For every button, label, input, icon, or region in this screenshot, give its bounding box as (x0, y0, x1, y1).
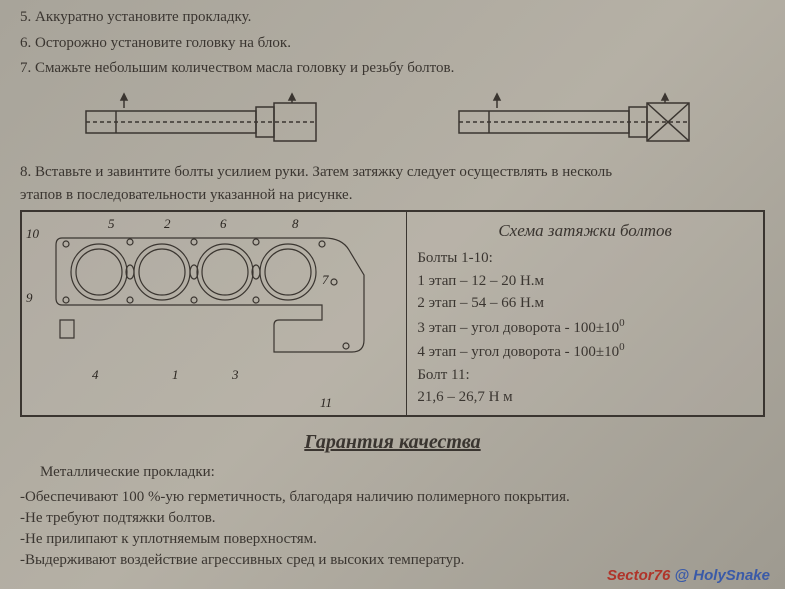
label-4: 4 (92, 367, 99, 383)
watermark: Sector76 @ HolySnake (607, 567, 770, 584)
label-11: 11 (320, 395, 332, 411)
bullet-3: -Не прилипают к уплотняемым поверхностям… (20, 529, 765, 550)
label-5: 5 (108, 216, 115, 232)
warranty-subtitle: Металлические прокладки: (40, 462, 765, 483)
label-8: 8 (292, 216, 299, 232)
bullet-1: -Обеспечивают 100 %-ую герметичность, бл… (20, 487, 765, 508)
step-7: 7. Смажьте небольшим количеством масла г… (20, 59, 765, 79)
torque-line-2: 1 этап – 12 – 20 Н.м (417, 270, 753, 293)
torque-line-6: Болт 11: (417, 364, 753, 387)
label-1: 1 (172, 367, 179, 383)
label-7: 7 (322, 272, 329, 288)
label-10: 10 (26, 226, 39, 242)
warranty-content: Металлические прокладки: -Обеспечивают 1… (20, 462, 765, 571)
step-8b: этапов в последовательности указанной на… (20, 186, 765, 206)
gasket-diagram-icon (44, 220, 384, 360)
step-5: 5. Аккуратно установите прокладку. (20, 8, 765, 28)
label-9: 9 (26, 290, 33, 306)
bolt-left-icon (76, 89, 336, 151)
watermark-part1: Sector76 (607, 567, 675, 584)
watermark-part2: @ HolySnake (675, 567, 771, 584)
torque-schema-box: 10 5 2 6 8 9 7 4 1 3 11 (20, 210, 765, 417)
gasket-diagram-cell: 10 5 2 6 8 9 7 4 1 3 11 (22, 212, 407, 415)
bolt-right-icon (449, 89, 709, 151)
torque-title: Схема затяжки болтов (417, 218, 753, 244)
bullet-2: -Не требуют подтяжки болтов. (20, 508, 765, 529)
label-3: 3 (232, 367, 239, 383)
torque-line-3: 2 этап – 54 – 66 Н.м (417, 292, 753, 315)
torque-text-cell: Схема затяжки болтов Болты 1-10: 1 этап … (407, 212, 763, 415)
torque-line-7: 21,6 – 26,7 Н м (417, 386, 753, 409)
torque-line-1: Болты 1-10: (417, 247, 753, 270)
step-6: 6. Осторожно установите головку на блок. (20, 34, 765, 54)
torque-line-5: 4 этап – угол доворота - 100±100 (417, 339, 753, 364)
step-8a: 8. Вставьте и завинтите болты усилием ру… (20, 163, 765, 183)
label-6: 6 (220, 216, 227, 232)
label-2: 2 (164, 216, 171, 232)
warranty-title: Гарантия качества (20, 431, 765, 454)
torque-line-4: 3 этап – угол доворота - 100±100 (417, 315, 753, 340)
bolt-diagrams-row (20, 89, 765, 151)
